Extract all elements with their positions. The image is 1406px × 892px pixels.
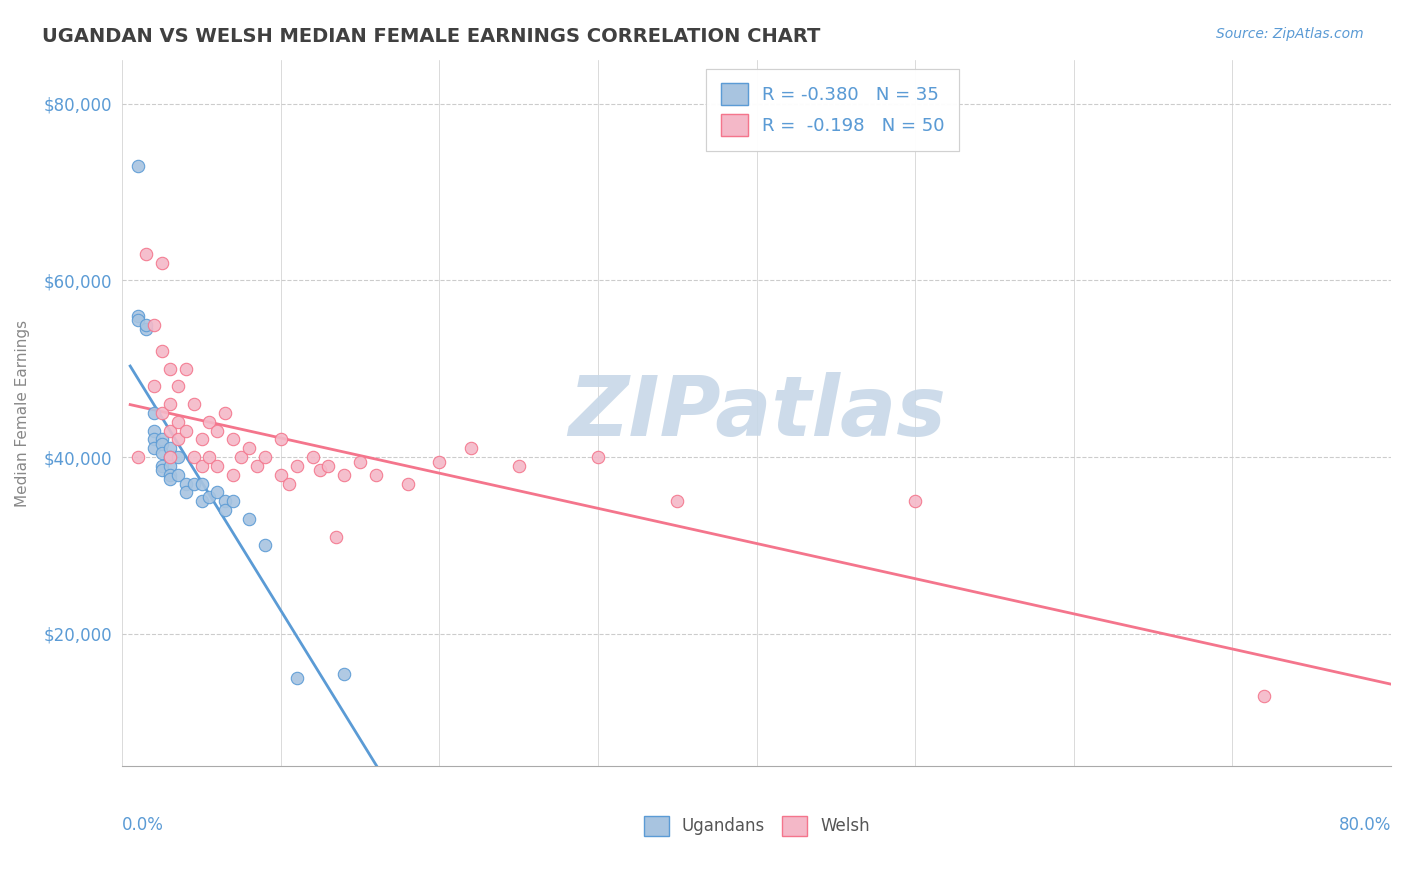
Point [159, 450, 181, 464]
Point [127, 313, 149, 327]
Text: ZIPatlas: ZIPatlas [568, 373, 946, 453]
Point [142, 442, 165, 456]
Point [166, 450, 188, 464]
Point [207, 458, 229, 473]
Point [159, 397, 181, 411]
Point [325, 530, 347, 544]
Point [238, 512, 260, 526]
Point [270, 467, 292, 482]
Point [285, 458, 308, 473]
Y-axis label: Median Female Earnings: Median Female Earnings [15, 319, 30, 507]
Point [214, 406, 236, 420]
Point [166, 379, 188, 393]
Point [127, 450, 149, 464]
Point [142, 424, 165, 438]
Point [166, 415, 188, 429]
Point [150, 344, 173, 359]
Point [238, 442, 260, 456]
Point [135, 247, 157, 261]
Point [135, 322, 157, 336]
Point [253, 450, 276, 464]
Point [174, 476, 197, 491]
Point [150, 446, 173, 460]
Point [222, 433, 245, 447]
Point [301, 450, 323, 464]
Point [198, 450, 221, 464]
Point [222, 467, 245, 482]
Point [190, 433, 212, 447]
Point [277, 476, 299, 491]
Point [159, 424, 181, 438]
Point [166, 433, 188, 447]
Point [253, 539, 276, 553]
Point [159, 450, 181, 464]
Point [508, 458, 530, 473]
Point [190, 476, 212, 491]
Point [214, 494, 236, 508]
Point [183, 476, 205, 491]
Point [396, 476, 419, 491]
Point [190, 458, 212, 473]
Point [222, 494, 245, 508]
Point [142, 406, 165, 420]
Point [159, 361, 181, 376]
Point [150, 458, 173, 473]
Point [349, 454, 371, 468]
Point [142, 379, 165, 393]
Point [270, 433, 292, 447]
Point [214, 503, 236, 517]
Point [190, 494, 212, 508]
Point [285, 671, 308, 685]
Point [1253, 689, 1275, 703]
Point [142, 433, 165, 447]
Point [135, 318, 157, 332]
Point [364, 467, 387, 482]
Point [333, 666, 356, 681]
Point [174, 485, 197, 500]
Point [309, 463, 332, 477]
Point [159, 472, 181, 486]
Point [127, 159, 149, 173]
Text: UGANDAN VS WELSH MEDIAN FEMALE EARNINGS CORRELATION CHART: UGANDAN VS WELSH MEDIAN FEMALE EARNINGS … [42, 27, 821, 45]
Point [174, 361, 197, 376]
Point [150, 406, 173, 420]
Point [198, 490, 221, 504]
Legend: R = -0.380   N = 35, R =  -0.198   N = 50: R = -0.380 N = 35, R = -0.198 N = 50 [706, 69, 959, 151]
Point [429, 454, 451, 468]
Point [150, 433, 173, 447]
Point [166, 467, 188, 482]
Point [159, 458, 181, 473]
Point [150, 437, 173, 451]
Point [183, 450, 205, 464]
Point [666, 494, 689, 508]
Text: Source: ZipAtlas.com: Source: ZipAtlas.com [1216, 27, 1364, 41]
Point [159, 442, 181, 456]
Point [586, 450, 609, 464]
Text: 80.0%: 80.0% [1339, 816, 1391, 834]
Point [231, 450, 253, 464]
Point [183, 397, 205, 411]
Point [198, 415, 221, 429]
Point [333, 467, 356, 482]
Point [904, 494, 927, 508]
Point [127, 309, 149, 323]
Point [318, 458, 340, 473]
Point [142, 318, 165, 332]
Point [150, 463, 173, 477]
Point [159, 467, 181, 482]
Point [207, 424, 229, 438]
Text: 0.0%: 0.0% [122, 816, 165, 834]
Point [150, 256, 173, 270]
Point [174, 424, 197, 438]
Point [460, 442, 482, 456]
Point [207, 485, 229, 500]
Point [246, 458, 269, 473]
